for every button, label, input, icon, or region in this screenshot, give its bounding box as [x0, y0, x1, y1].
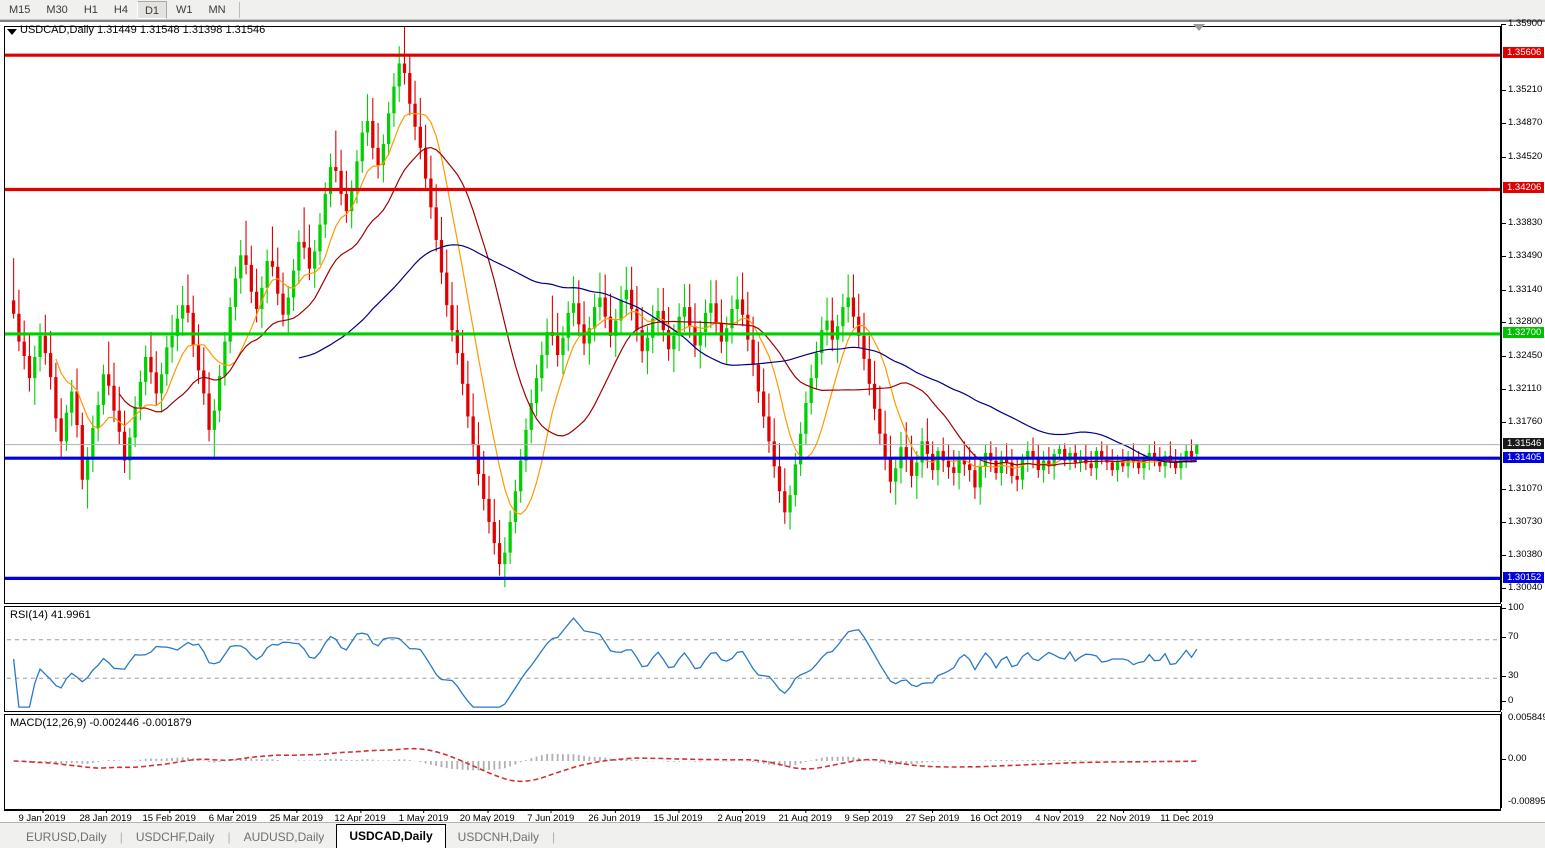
date-tick: 27 Sep 2019	[905, 810, 960, 824]
price-label-red: 1.35606	[1503, 47, 1544, 59]
date-tick: 4 Nov 2019	[1035, 810, 1084, 824]
date-tick: 26 Jun 2019	[588, 810, 641, 824]
price-tick: 1.35210	[1502, 85, 1542, 95]
price-tick: 1.32110	[1502, 383, 1542, 394]
macd-axis[interactable]: 0.005849 0.00 -0.008954	[1501, 712, 1545, 808]
price-tick: 1.35900	[1502, 19, 1542, 29]
price-tick: 1.32800	[1502, 317, 1542, 327]
timeframe-m30[interactable]: M30	[46, 3, 68, 16]
date-tick: 20 May 2019	[459, 810, 515, 824]
chart-tab-audusd[interactable]: AUDUSD,Daily	[243, 830, 325, 844]
price-tick: 1.33830	[1502, 218, 1542, 228]
rsi-tick: 30	[1502, 671, 1519, 681]
price-tick: 1.30730	[1502, 516, 1542, 527]
rsi-plot	[5, 607, 1500, 711]
price-panel[interactable]	[4, 26, 1501, 604]
price-tick: 1.33490	[1502, 250, 1542, 261]
price-tick: 1.32450	[1502, 351, 1542, 361]
rsi-series	[6, 617, 1499, 708]
date-tick: 9 Sep 2019	[844, 810, 894, 824]
price-plot	[5, 27, 1500, 603]
tab-separator: |	[552, 830, 556, 844]
price-axis[interactable]: 1.35900 1.35210 1.34870 1.34520 1.33830 1.334…	[1501, 19, 1545, 602]
chart-tab-usdcnh[interactable]: USDCNH,Daily	[457, 830, 540, 844]
date-tick: 9 Jan 2019	[18, 810, 66, 824]
chart-tab-usdcad[interactable]: USDCAD,Daily	[336, 824, 446, 848]
price-tick: 1.34520	[1502, 151, 1542, 162]
date-tick: 22 Nov 2019	[1096, 810, 1151, 824]
chart-area: USDCAD,Daily 1.31449 1.31548 1.31398 1.3…	[0, 20, 1545, 824]
rsi-tick: 0	[1502, 696, 1513, 706]
chart-position-marker-icon	[1193, 24, 1205, 31]
date-tick: 12 Apr 2019	[334, 810, 386, 824]
date-axis: 9 Jan 2019 28 Jan 2019 15 Feb 2019 6 Mar 20…	[4, 810, 1501, 824]
timeframe-toolbar: M15 M30 H1 H4 D1 W1 MN	[0, 0, 1545, 20]
timeframe-w1[interactable]: W1	[176, 3, 193, 16]
price-label-green: 1.32700	[1503, 327, 1544, 338]
tab-separator: |	[119, 830, 123, 844]
price-label-blue: 1.30152	[1503, 572, 1544, 584]
date-tick: 25 Mar 2019	[269, 810, 324, 824]
date-tick: 2 Aug 2019	[717, 810, 766, 824]
macd-series	[13, 747, 1198, 783]
price-tick: 1.34870	[1502, 118, 1542, 128]
collapse-arrow-icon[interactable]	[7, 29, 17, 35]
macd-panel[interactable]: MACD(12,26,9) -0.002446 -0.001879	[4, 714, 1501, 810]
tab-separator: |	[227, 830, 231, 844]
date-tick: 7 Jun 2019	[527, 810, 575, 824]
price-label-red: 1.34206	[1503, 182, 1544, 194]
date-tick: 21 Aug 2019	[778, 810, 832, 824]
candlestick-series	[5, 27, 1500, 588]
price-tick: 1.30040	[1502, 583, 1542, 593]
timeframe-m15[interactable]: M15	[9, 3, 31, 16]
chart-tab-eurusd[interactable]: EURUSD,Daily	[26, 830, 107, 844]
rsi-axis[interactable]: 100 70 30 0	[1501, 603, 1545, 710]
timeframe-h4[interactable]: H4	[113, 3, 128, 16]
price-tick: 1.31070	[1502, 483, 1542, 494]
rsi-tick: 100	[1502, 603, 1524, 613]
date-tick: 6 Mar 2019	[208, 810, 257, 824]
timeframe-mn[interactable]: MN	[208, 3, 226, 16]
macd-tick: 0.005849	[1508, 712, 1545, 723]
timeframe-h1[interactable]: H1	[83, 3, 98, 16]
rsi-tick: 70	[1502, 632, 1519, 642]
chart-tab-bar: EURUSD,Daily | USDCHF,Daily | AUDUSD,Daily US…	[0, 822, 1545, 848]
price-label-black: 1.31546	[1503, 438, 1544, 450]
date-tick: 15 Jul 2019	[653, 810, 703, 824]
price-tick: 1.31760	[1502, 417, 1542, 427]
timeframe-d1[interactable]: D1	[136, 0, 167, 19]
macd-tick: -0.008954	[1508, 796, 1545, 807]
chart-tab-usdchf[interactable]: USDCHF,Daily	[135, 830, 215, 844]
date-tick: 15 Feb 2019	[142, 810, 196, 824]
date-tick: 11 Dec 2019	[1160, 810, 1214, 824]
price-tick: 1.33140	[1502, 284, 1542, 295]
rsi-panel[interactable]: RSI(14) 41.9961	[4, 606, 1501, 712]
date-tick: 16 Oct 2019	[970, 810, 1022, 824]
macd-tick: 0.00	[1502, 754, 1527, 764]
price-tick: 1.30380	[1502, 550, 1542, 560]
macd-plot	[5, 715, 1500, 809]
date-tick: 1 May 2019	[398, 810, 449, 824]
toolbar-separator	[238, 1, 240, 18]
price-label-blue: 1.31405	[1503, 451, 1544, 463]
date-tick: 28 Jan 2019	[79, 810, 132, 824]
